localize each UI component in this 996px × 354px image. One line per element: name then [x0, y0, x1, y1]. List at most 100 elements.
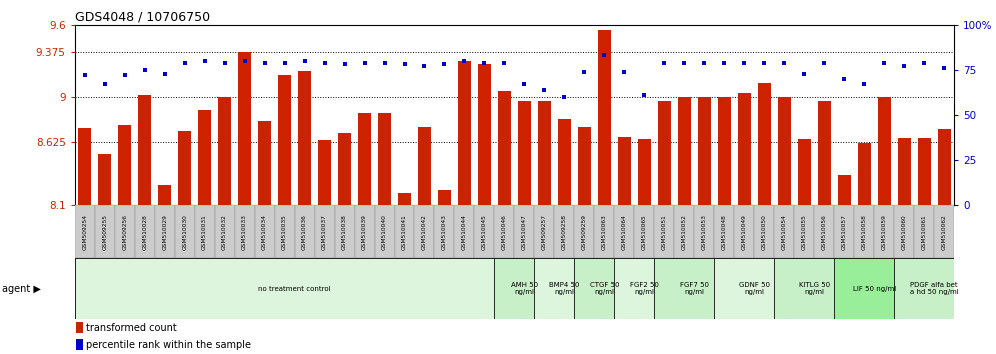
Text: BMP4 50
ng/ml: BMP4 50 ng/ml — [549, 282, 580, 295]
Point — [217, 60, 233, 65]
Bar — [858, 143, 871, 205]
Bar — [654, 258, 714, 319]
Text: GSM510046: GSM510046 — [502, 214, 507, 250]
Bar — [214, 205, 235, 258]
Text: GSM510038: GSM510038 — [342, 214, 347, 250]
Bar — [494, 205, 514, 258]
Bar — [694, 205, 714, 258]
Point — [577, 69, 593, 75]
Bar — [398, 193, 411, 205]
Point — [837, 76, 853, 82]
Text: no treatment control: no treatment control — [258, 286, 331, 291]
Bar — [99, 154, 112, 205]
Text: GSM509256: GSM509256 — [123, 214, 127, 250]
Bar — [618, 137, 630, 205]
Text: GSM510056: GSM510056 — [822, 214, 827, 250]
Point — [537, 87, 553, 93]
Bar — [414, 205, 434, 258]
Bar — [714, 258, 774, 319]
Point — [857, 81, 872, 87]
Bar — [894, 258, 954, 319]
Text: GSM510039: GSM510039 — [362, 214, 367, 250]
Bar — [378, 113, 391, 205]
Bar — [374, 205, 394, 258]
Bar — [335, 205, 355, 258]
Text: GSM510048: GSM510048 — [722, 214, 727, 250]
Bar — [119, 125, 131, 205]
Text: GSM510063: GSM510063 — [602, 214, 607, 250]
Bar — [714, 205, 734, 258]
Point — [97, 81, 113, 87]
Bar — [498, 91, 511, 205]
Text: GSM510028: GSM510028 — [142, 214, 147, 250]
Text: GSM510041: GSM510041 — [402, 214, 407, 250]
Point — [736, 60, 752, 65]
Bar — [75, 258, 494, 319]
Bar — [474, 205, 494, 258]
Text: GSM510043: GSM510043 — [442, 214, 447, 250]
Text: FGF2 50
ng/ml: FGF2 50 ng/ml — [629, 282, 658, 295]
Bar — [255, 205, 275, 258]
Bar — [555, 205, 575, 258]
Point — [456, 58, 472, 64]
Bar — [494, 258, 535, 319]
Point — [257, 60, 273, 65]
Bar — [718, 97, 731, 205]
Bar — [438, 190, 451, 205]
Bar — [877, 97, 890, 205]
Point — [776, 60, 792, 65]
Text: GSM510050: GSM510050 — [762, 214, 767, 250]
Bar — [774, 258, 835, 319]
Text: GSM510054: GSM510054 — [782, 214, 787, 250]
Point — [317, 60, 333, 65]
Text: GSM509257: GSM509257 — [542, 214, 547, 250]
Bar — [578, 127, 591, 205]
Text: transformed count: transformed count — [86, 323, 176, 333]
Bar — [218, 97, 231, 205]
Text: GSM510035: GSM510035 — [282, 214, 287, 250]
Text: GSM510045: GSM510045 — [482, 214, 487, 250]
Bar — [914, 205, 934, 258]
Bar — [355, 205, 374, 258]
Point — [916, 60, 932, 65]
Text: GSM510051: GSM510051 — [662, 214, 667, 250]
Bar — [138, 95, 151, 205]
Text: GSM510062: GSM510062 — [941, 214, 946, 250]
Bar — [535, 205, 555, 258]
Bar — [418, 127, 431, 205]
Point — [117, 73, 132, 78]
Bar — [76, 322, 84, 333]
Bar — [434, 205, 454, 258]
Text: GSM509259: GSM509259 — [582, 214, 587, 250]
Point — [876, 60, 892, 65]
Bar — [575, 205, 595, 258]
Bar — [198, 110, 211, 205]
Point — [656, 60, 672, 65]
Bar — [758, 82, 771, 205]
Text: percentile rank within the sample: percentile rank within the sample — [86, 340, 251, 350]
Text: GSM510044: GSM510044 — [462, 214, 467, 250]
Text: GSM510030: GSM510030 — [182, 214, 187, 250]
Point — [136, 67, 152, 73]
Bar — [235, 205, 255, 258]
Text: GSM510052: GSM510052 — [682, 214, 687, 250]
Point — [496, 60, 512, 65]
Bar — [734, 205, 754, 258]
Bar — [917, 138, 930, 205]
Bar — [478, 64, 491, 205]
Bar — [754, 205, 774, 258]
Text: KITLG 50
ng/ml: KITLG 50 ng/ml — [799, 282, 830, 295]
Text: GSM510053: GSM510053 — [702, 214, 707, 250]
Bar — [738, 93, 751, 205]
Bar — [637, 139, 650, 205]
Bar — [278, 75, 291, 205]
Point — [196, 58, 212, 64]
Text: GSM509254: GSM509254 — [83, 214, 88, 250]
Text: PDGF alfa bet
a hd 50 ng/ml: PDGF alfa bet a hd 50 ng/ml — [909, 282, 958, 295]
Bar — [698, 97, 711, 205]
Text: GSM510065: GSM510065 — [641, 214, 646, 250]
Point — [176, 60, 192, 65]
Bar — [174, 205, 194, 258]
Bar — [595, 205, 615, 258]
Text: AMH 50
ng/ml: AMH 50 ng/ml — [511, 282, 538, 295]
